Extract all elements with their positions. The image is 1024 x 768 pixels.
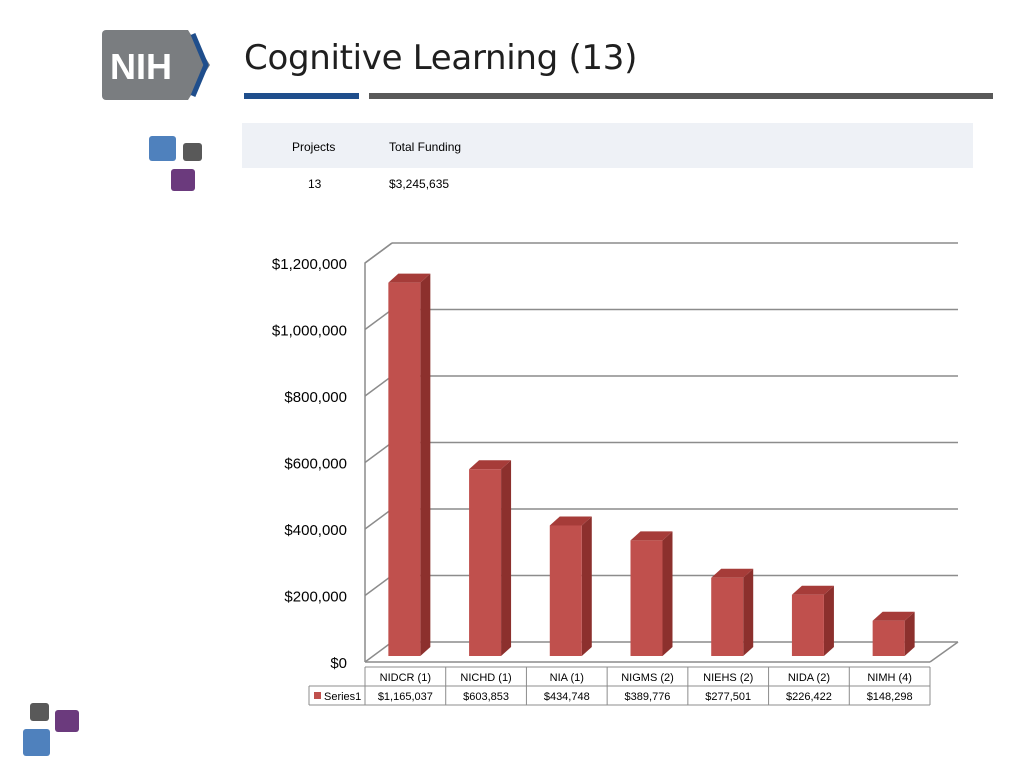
y-tick-label: $800,000 (284, 389, 347, 406)
bar-front (388, 282, 421, 656)
bar-front (469, 469, 502, 656)
summary-table: Projects Total Funding 13 $3,245,635 (242, 123, 973, 199)
bar (388, 273, 431, 656)
bar-top (711, 568, 754, 578)
logo-text: NIH (110, 46, 172, 87)
deco-square-gray-top (183, 143, 202, 161)
summary-header-total-funding: Total Funding (389, 140, 462, 154)
gridline-diagonal (364, 242, 393, 264)
summary-header-projects: Projects (292, 140, 336, 154)
data-value-label: $277,501 (705, 691, 751, 703)
summary-header-row (242, 123, 973, 168)
deco-square-purple-top (171, 169, 195, 191)
bar-side (904, 611, 915, 656)
title-rule-gray (369, 93, 993, 99)
y-tick-label: $200,000 (284, 589, 347, 606)
data-value-label: $434,748 (544, 691, 590, 703)
data-value-label: $389,776 (625, 691, 671, 703)
data-value-label: $148,298 (867, 691, 913, 703)
bar-top (872, 611, 915, 621)
data-value-label: $603,853 (463, 691, 509, 703)
bar-side (501, 460, 512, 656)
deco-square-gray-bottom (30, 703, 49, 721)
bar-side (823, 585, 834, 656)
series-name-label: Series1 (324, 691, 361, 703)
deco-square-blue-bottom (23, 729, 50, 756)
x-category-label: NIA (1) (550, 672, 584, 684)
summary-funding-value: $3,245,635 (389, 177, 450, 191)
y-tick-label: $600,000 (284, 456, 347, 473)
gridline-diagonal (364, 375, 393, 397)
gridline-diagonal (364, 641, 393, 663)
y-tick-label: $400,000 (284, 522, 347, 539)
gridline-diagonal (364, 508, 393, 530)
title-rule-blue (244, 93, 359, 99)
bar (630, 531, 673, 656)
bar-front (630, 540, 663, 656)
bar-top (549, 516, 592, 526)
bar-front (872, 620, 905, 656)
bar-top (630, 531, 673, 541)
bar (872, 611, 915, 656)
x-category-label: NIMH (4) (867, 672, 912, 684)
deco-square-blue-top (149, 136, 176, 161)
x-category-label: NIDCR (1) (380, 672, 431, 684)
bar (549, 516, 592, 656)
data-value-label: $226,422 (786, 691, 832, 703)
slide-title: Cognitive Learning (13) (244, 38, 638, 78)
data-value-label: $1,165,037 (378, 691, 433, 703)
bar-front (549, 525, 582, 656)
bar-side (581, 516, 592, 656)
bar-side (420, 273, 431, 656)
gridline-diagonal (364, 308, 393, 331)
deco-square-purple-bottom (55, 710, 79, 732)
x-category-label: NIGMS (2) (621, 672, 674, 684)
bar-top (791, 585, 834, 595)
bar (469, 460, 512, 656)
bar (791, 585, 834, 656)
bar-front (711, 577, 744, 656)
bar (711, 568, 754, 656)
floor-edge-diagonal (929, 641, 959, 663)
bar-side (743, 568, 754, 656)
nih-logo: NIH (102, 30, 210, 100)
bar-top (469, 460, 512, 470)
y-tick-label: $1,200,000 (272, 256, 347, 273)
bar-top (388, 273, 431, 283)
legend-swatch (314, 692, 321, 699)
y-tick-label: $0 (330, 655, 347, 672)
x-category-label: NIEHS (2) (703, 672, 753, 684)
chart-data-table: NIDCR (1) NICHD (1) NIA (1) NIGMS (2) NIEHS … (308, 666, 931, 706)
bar-front (791, 594, 824, 656)
x-category-label: NICHD (1) (460, 672, 511, 684)
bar-side (662, 531, 673, 656)
summary-projects-value: 13 (308, 177, 322, 191)
gridline-diagonal (364, 441, 393, 464)
x-category-label: NIDA (2) (788, 672, 830, 684)
chart-bars (388, 273, 915, 656)
y-tick-label: $1,000,000 (272, 323, 347, 340)
y-axis: $0 $200,000 $400,000 $600,000 $800,000 $1,000… (272, 256, 347, 672)
gridline-diagonal (364, 574, 393, 597)
